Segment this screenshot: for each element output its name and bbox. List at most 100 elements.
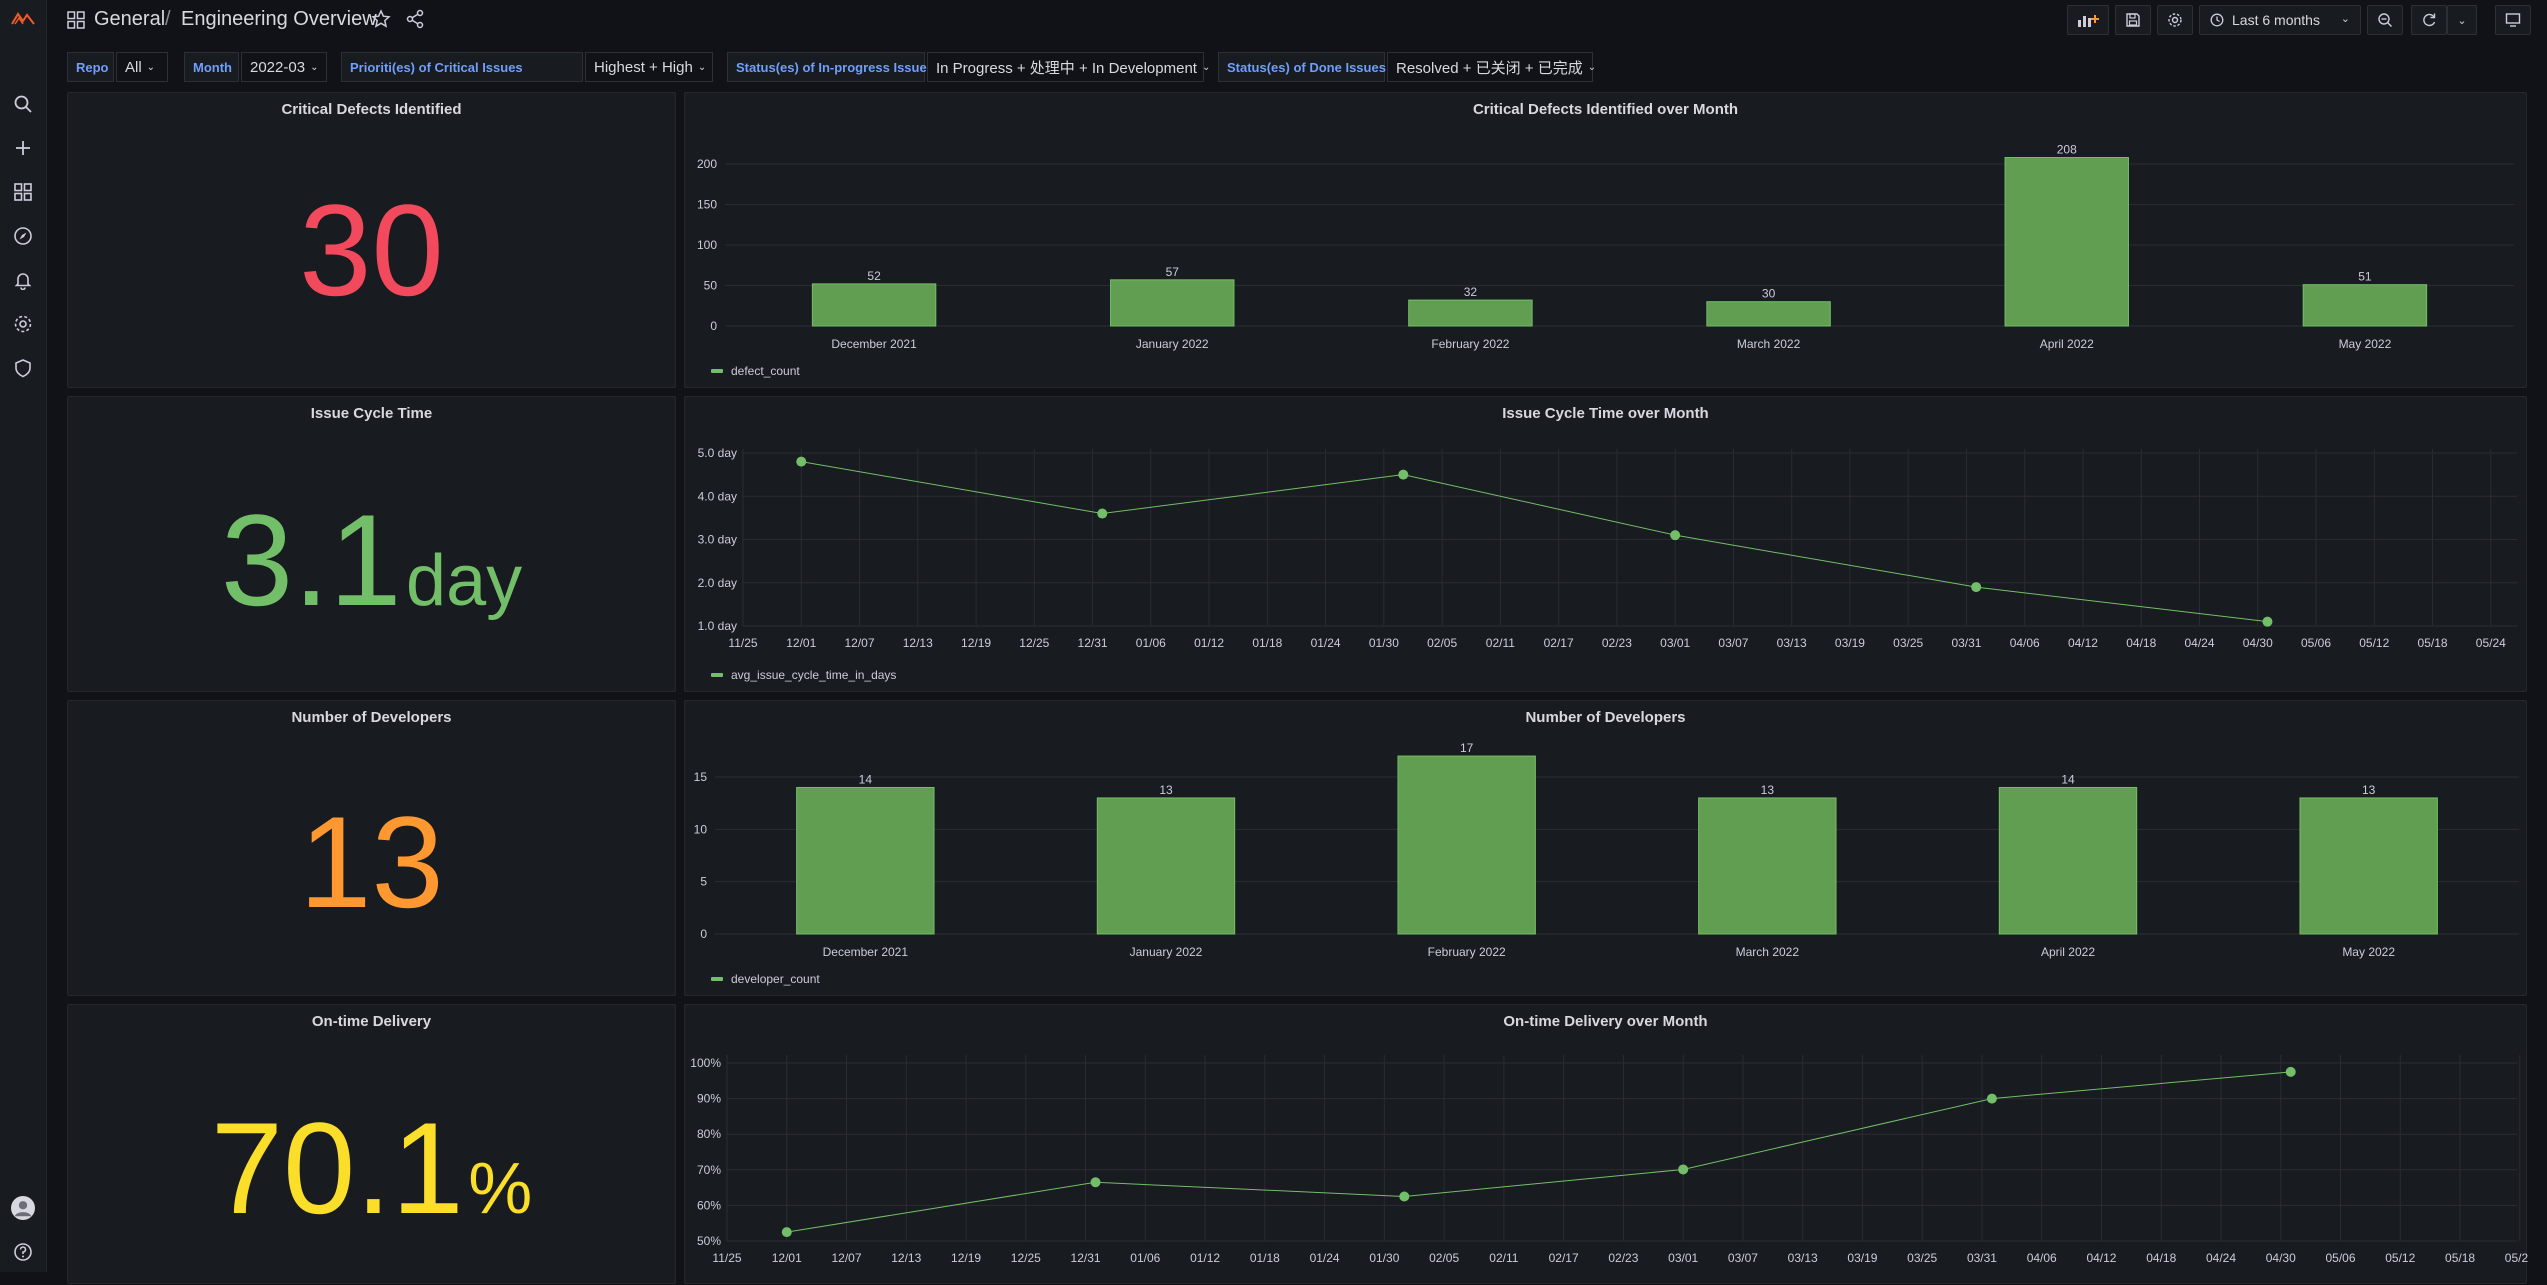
refresh-interval-dropdown[interactable]: ⌄ <box>2447 5 2477 35</box>
y-tick-label: 3.0 day <box>698 533 737 547</box>
done-status-variable-select[interactable]: Resolved + 已关闭 + 已完成 ⌄ <box>1387 52 1596 82</box>
x-category-label: May 2022 <box>2339 337 2392 351</box>
gear-icon <box>2168 13 2182 27</box>
x-tick-label: 02/11 <box>1489 1251 1518 1265</box>
zoom-out-icon <box>2378 13 2392 27</box>
legend-swatch <box>711 369 723 373</box>
issue-cycle-time-unit: day <box>406 541 523 621</box>
on-time-delivery-unit: % <box>468 1149 533 1229</box>
issue-cycle-time-chart-panel[interactable]: Issue Cycle Time over Month 1.0 day 2.0 d… <box>684 396 2527 692</box>
create-plus-icon[interactable] <box>11 136 35 160</box>
x-tick-label: 12/31 <box>1071 1251 1101 1265</box>
x-category-label: January 2022 <box>1136 337 1209 351</box>
bar-value-label: 51 <box>2358 270 2372 284</box>
add-panel-button[interactable] <box>2067 5 2109 35</box>
data-point <box>1398 469 1409 480</box>
x-tick-label: 04/30 <box>2266 1251 2296 1265</box>
x-tick-label: 01/30 <box>1369 636 1399 650</box>
alerting-bell-icon[interactable] <box>11 268 35 292</box>
x-tick-label: 01/24 <box>1311 636 1341 650</box>
zoom-out-button[interactable] <box>2367 5 2403 35</box>
x-tick-label: 04/12 <box>2086 1251 2116 1265</box>
x-tick-label: 02/11 <box>1486 636 1515 650</box>
y-tick-label: 90% <box>697 1092 721 1106</box>
in-progress-status-variable-select[interactable]: In Progress + 处理中 + In Development ⌄ <box>927 52 1210 82</box>
y-tick-label: 100 <box>697 238 717 252</box>
data-point <box>781 1227 792 1238</box>
time-range-picker[interactable]: Last 6 months ⌄ <box>2199 5 2361 35</box>
bar-value-label: 13 <box>1761 783 1775 797</box>
y-tick-label: 5 <box>700 875 707 889</box>
bar-value-label: 32 <box>1464 285 1478 299</box>
y-tick-label: 80% <box>697 1127 721 1141</box>
y-tick-label: 60% <box>697 1198 721 1212</box>
dashboard-settings-button[interactable] <box>2157 5 2193 35</box>
dashboards-icon[interactable] <box>11 180 35 204</box>
help-icon[interactable] <box>11 1240 35 1264</box>
x-tick-label: 12/25 <box>1019 636 1049 650</box>
star-icon[interactable] <box>371 9 391 34</box>
x-tick-label: 04/24 <box>2184 636 2214 650</box>
data-point <box>796 456 807 467</box>
developers-stat-panel[interactable]: Number of Developers 13 <box>67 700 676 996</box>
issue-cycle-time-stat-panel[interactable]: Issue Cycle Time 3.1 day <box>67 396 676 692</box>
explore-compass-icon[interactable] <box>11 224 35 248</box>
x-tick-label: 01/06 <box>1136 636 1166 650</box>
save-icon <box>2126 13 2140 27</box>
x-tick-label: 05/24 <box>2476 636 2506 650</box>
y-tick-label: 50% <box>697 1234 721 1248</box>
bar-value-label: 14 <box>859 772 873 786</box>
critical-defects-bar-chart: 0 50 100 150 200 52 December 2021 57 January 202… <box>697 143 2514 378</box>
chevron-down-icon: ⌄ <box>2340 13 2350 25</box>
x-tick-label: 03/13 <box>1788 1251 1818 1265</box>
server-admin-shield-icon[interactable] <box>11 356 35 380</box>
cycle-view-mode-button[interactable] <box>2495 5 2531 35</box>
grafana-logo-icon[interactable] <box>11 6 35 30</box>
bar-value-label: 52 <box>867 269 881 283</box>
x-tick-label: 03/07 <box>1728 1251 1758 1265</box>
issue-cycle-time-stat: 3.1 day <box>68 495 675 625</box>
critical-defects-chart-panel[interactable]: Critical Defects Identified over Month 0… <box>684 92 2527 388</box>
priority-variable-select[interactable]: Highest + High ⌄ <box>585 52 713 82</box>
refresh-button[interactable] <box>2411 5 2447 35</box>
x-tick-label: 12/07 <box>832 1251 862 1265</box>
bar <box>1110 279 1235 327</box>
share-icon[interactable] <box>405 9 425 34</box>
on-time-delivery-stat-panel[interactable]: On-time Delivery 70.1 % <box>67 1004 676 1284</box>
legend-label: developer_count <box>731 972 820 986</box>
x-tick-label: 12/01 <box>786 636 816 650</box>
x-tick-label: 04/30 <box>2243 636 2273 650</box>
dashboard-title[interactable]: Engineering Overview <box>181 8 377 30</box>
x-tick-label: 02/23 <box>1608 1251 1638 1265</box>
critical-defects-stat-panel[interactable]: Critical Defects Identified 30 <box>67 92 676 388</box>
developers-chart-panel[interactable]: Number of Developers 0 5 10 15 14 December 20… <box>684 700 2527 996</box>
data-point <box>1986 1093 1997 1104</box>
bar <box>2299 797 2438 935</box>
configuration-gear-icon[interactable] <box>11 312 35 336</box>
user-avatar[interactable] <box>11 1196 35 1220</box>
x-category-label: March 2022 <box>1737 337 1801 351</box>
search-icon[interactable] <box>11 92 35 116</box>
x-category-label: February 2022 <box>1428 945 1506 959</box>
panel-title: Number of Developers <box>291 709 452 726</box>
x-tick-label: 01/18 <box>1250 1251 1280 1265</box>
chevron-down-icon: ⌄ <box>697 61 707 73</box>
x-tick-label: 04/06 <box>2010 636 2040 650</box>
data-point <box>2285 1066 2296 1077</box>
x-tick-label: 12/19 <box>961 636 991 650</box>
x-tick-label: 04/18 <box>2146 1251 2176 1265</box>
legend-label: avg_issue_cycle_time_in_days <box>731 668 896 682</box>
save-dashboard-button[interactable] <box>2115 5 2151 35</box>
repo-variable-value: All <box>125 58 142 76</box>
month-variable-select[interactable]: 2022-03 ⌄ <box>241 52 327 82</box>
sidebar <box>0 0 47 1272</box>
panel-title: Critical Defects Identified over Month <box>1472 101 1739 118</box>
developers-bar-chart: 0 5 10 15 14 December 2021 13 January 2022 17 Feb… <box>694 741 2519 986</box>
on-time-delivery-chart-panel[interactable]: On-time Delivery over Month 50% 60% 70% 80%… <box>684 1004 2528 1284</box>
x-tick-label: 01/24 <box>1310 1251 1340 1265</box>
on-time-delivery-value: 70.1 <box>210 1095 464 1241</box>
legend-swatch <box>711 673 723 677</box>
repo-variable-select[interactable]: All ⌄ <box>116 52 168 82</box>
breadcrumb-folder[interactable]: General <box>94 8 166 30</box>
y-tick-label: 100% <box>690 1056 721 1070</box>
